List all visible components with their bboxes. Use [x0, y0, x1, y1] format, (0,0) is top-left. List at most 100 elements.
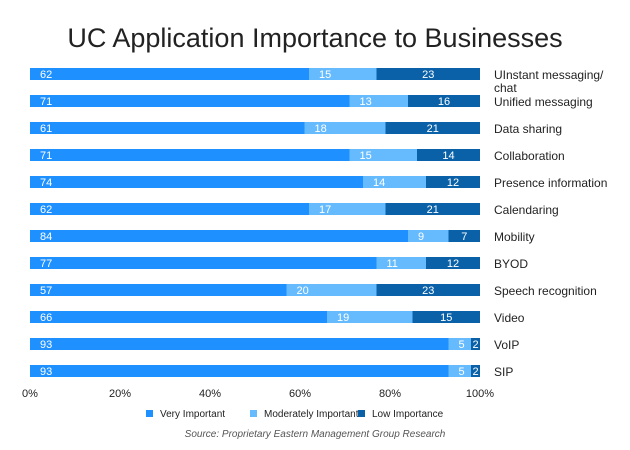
category-label: VoIP [494, 338, 519, 352]
bar-segment [408, 95, 480, 107]
bar-segment [30, 230, 408, 242]
bar-value-label: 23 [422, 285, 434, 297]
bar-value-label: 93 [40, 339, 52, 351]
bar-value-label: 84 [40, 231, 52, 243]
bar-segment [30, 176, 363, 188]
x-tick-label: 60% [289, 388, 311, 400]
x-tick-label: 100% [466, 388, 494, 400]
category-label: Speech recognition [494, 284, 597, 298]
bar-value-label: 71 [40, 150, 52, 162]
bar-segment [376, 257, 426, 269]
bar-value-label: 17 [319, 204, 331, 216]
x-axis-ticks: 0% 20% 40% 60% 80% 100% [22, 388, 494, 400]
bar-segment [412, 311, 480, 323]
bar-value-label: 5 [459, 366, 465, 378]
legend-label: Very Important [160, 409, 225, 420]
bar-value-label: 11 [387, 258, 398, 270]
bar-segment [349, 95, 408, 107]
bar-segment [385, 122, 480, 134]
bar-segment [448, 365, 471, 377]
category-label: BYOD [494, 257, 528, 271]
bar-value-label: 62 [40, 69, 52, 81]
category-label: Collaboration [494, 149, 565, 163]
bar-value-label: 12 [447, 258, 459, 270]
bar-value-label: 12 [447, 177, 459, 189]
bar-segment [30, 68, 309, 80]
source-note: Source: Proprietary Eastern Management G… [185, 429, 446, 440]
bar-value-label: 2 [472, 339, 478, 351]
bar-value-label: 57 [40, 285, 52, 297]
bar-segment [30, 311, 327, 323]
legend-swatch [358, 410, 365, 417]
bar-value-label: 13 [360, 96, 372, 108]
bar-segment [426, 176, 480, 188]
bar-value-label: 7 [461, 231, 467, 243]
x-tick-label: 20% [109, 388, 131, 400]
category-label: Calendaring [494, 203, 559, 217]
bar-value-label: 62 [40, 204, 52, 216]
bar-value-label: 21 [427, 123, 439, 135]
bar-segment [309, 203, 386, 215]
category-label: UInstant messaging/chat [494, 68, 604, 95]
bar-segment [363, 176, 426, 188]
x-tick-label: 80% [379, 388, 401, 400]
legend-label: Moderately Important [264, 409, 359, 420]
bar-value-label: 14 [373, 177, 385, 189]
bar-value-label: 77 [40, 258, 52, 270]
bar-segment [30, 284, 287, 296]
legend-swatch [250, 410, 257, 417]
bar-segment [471, 338, 480, 350]
legend: Very Important Moderately Important Low Im… [146, 409, 444, 420]
bar-value-label: 15 [319, 69, 331, 81]
bar-segment [30, 257, 377, 269]
bar-value-label: 66 [40, 312, 52, 324]
category-label: Mobility [494, 230, 535, 244]
bar-segment [385, 203, 480, 215]
bar-value-label: 74 [40, 177, 52, 189]
bar-segment [349, 149, 417, 161]
bar-segment [448, 230, 480, 242]
bar-segment [30, 203, 309, 215]
legend-label: Low Importance [372, 409, 444, 420]
bar-value-label: 93 [40, 366, 52, 378]
bar-segment [30, 365, 449, 377]
bar-segment [408, 230, 449, 242]
bar-segment [30, 95, 350, 107]
category-label: Unified messaging [494, 95, 593, 109]
bar-segment [304, 122, 386, 134]
bar-value-label: 71 [40, 96, 52, 108]
bar-segment [286, 284, 377, 296]
legend-swatch [146, 410, 153, 417]
bar-value-label: 15 [440, 312, 452, 324]
x-tick-label: 0% [22, 388, 38, 400]
bar-segment [417, 149, 480, 161]
bar-segment [376, 284, 480, 296]
bar-value-label: 18 [315, 123, 327, 135]
bar-segment [327, 311, 413, 323]
bar-segment [376, 68, 480, 80]
bar-segment [30, 122, 305, 134]
bar-segment [471, 365, 480, 377]
category-label: SIP [494, 365, 513, 379]
bar-value-label: 2 [472, 366, 478, 378]
bar-value-label: 9 [418, 231, 424, 243]
x-tick-label: 40% [199, 388, 221, 400]
bar-value-label: 19 [337, 312, 349, 324]
bar-segment [30, 149, 350, 161]
bar-segment [309, 68, 377, 80]
bar-segment [30, 338, 449, 350]
category-label: Presence information [494, 176, 607, 190]
bar-value-label: 16 [438, 96, 450, 108]
bar-segment [426, 257, 480, 269]
bar-value-label: 23 [422, 69, 434, 81]
category-label: Data sharing [494, 122, 562, 136]
bar-value-label: 15 [360, 150, 372, 162]
bar-value-label: 21 [427, 204, 439, 216]
bar-segment [448, 338, 471, 350]
bar-value-label: 5 [459, 339, 465, 351]
category-label: Video [494, 311, 525, 325]
bar-value-label: 14 [442, 150, 454, 162]
